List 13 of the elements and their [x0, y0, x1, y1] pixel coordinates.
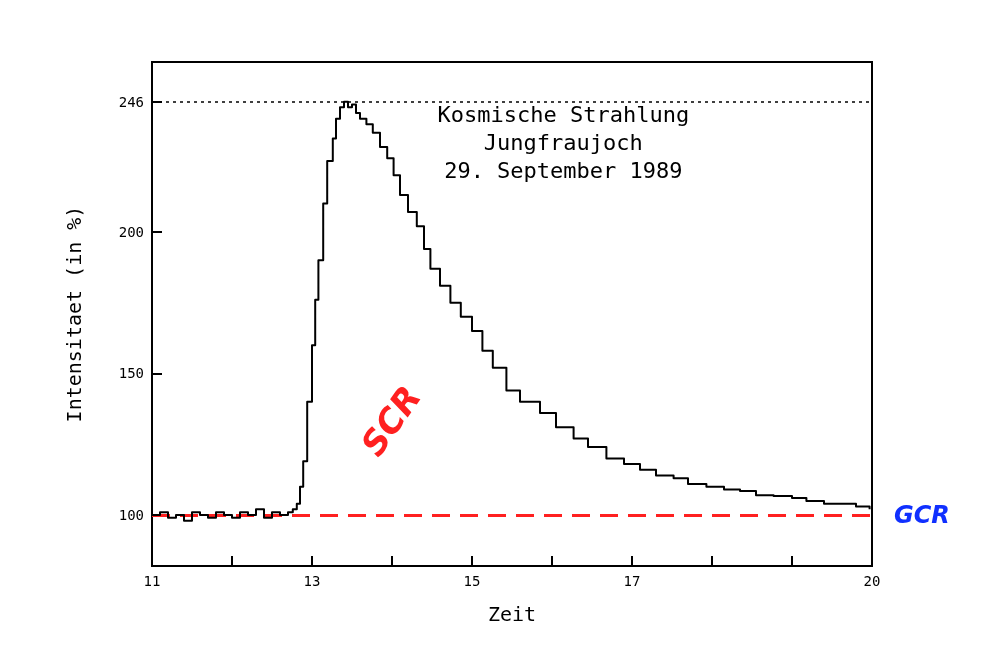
- y-tick-label: 246: [118, 93, 144, 110]
- text: Kosmische Strahlung Jungfraujoch 29. September 1989: [437, 101, 690, 183]
- y-tick-label: 200: [118, 223, 144, 240]
- ref-line-label: GCR: [894, 501, 950, 530]
- x-axis-title: Zeit: [487, 602, 537, 626]
- x-tick-label: 17: [623, 573, 641, 589]
- x-tick-label: 20: [863, 573, 881, 589]
- x-tick-label: 15: [463, 573, 481, 589]
- x-tick-label: 13: [303, 573, 321, 589]
- y-tick-label: 150: [118, 365, 144, 382]
- x-tick-label: 11: [143, 573, 161, 589]
- y-tick-label: 100: [118, 507, 144, 524]
- y-axis-title: Intensitaet (in %): [62, 205, 86, 423]
